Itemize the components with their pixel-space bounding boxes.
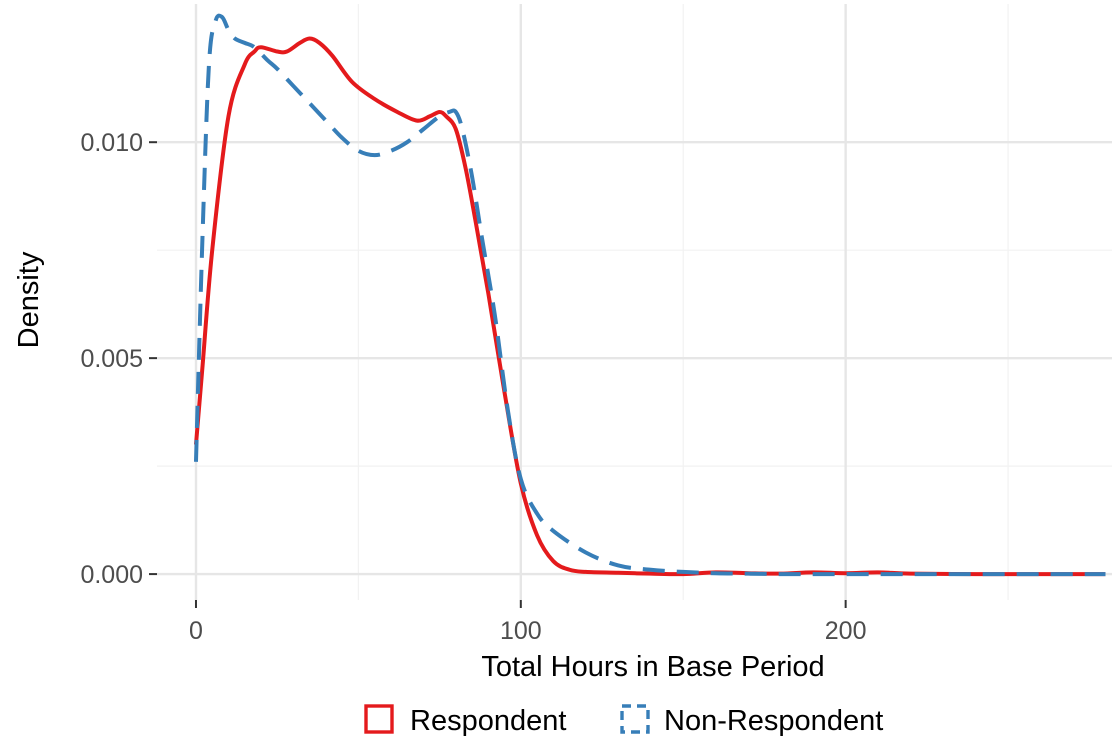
legend-key-non-respondent [620, 704, 650, 734]
y-axis-title: Density [13, 251, 45, 348]
y-tick-label: 0.010 [80, 129, 143, 157]
series-line-non-respondent [193, 13, 1106, 577]
legend-item-respondent: Respondent [364, 704, 566, 737]
legend-label-non-respondent: Non-Respondent [664, 705, 883, 737]
legend-item-non-respondent: Non-Respondent [620, 704, 883, 737]
axes-layer: 0 100 200 0.000 0.005 0.010 [80, 129, 866, 645]
y-tick-label: 0.005 [80, 345, 143, 373]
y-tick-label: 0.000 [80, 561, 143, 589]
x-tick-label: 0 [189, 617, 203, 645]
legend-label-respondent: Respondent [410, 705, 566, 737]
series-layer [193, 13, 1106, 577]
legend-key-respondent [364, 704, 394, 734]
x-tick-label: 200 [825, 617, 867, 645]
legend: Respondent Non-Respondent [364, 704, 883, 737]
x-tick-label: 100 [500, 617, 542, 645]
x-axis-title: Total Hours in Base Period [481, 651, 824, 683]
